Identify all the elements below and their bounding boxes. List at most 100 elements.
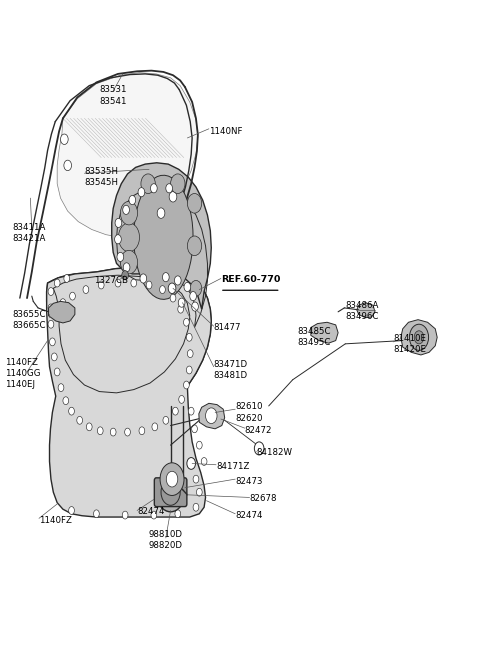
Circle shape xyxy=(117,252,124,261)
Circle shape xyxy=(48,320,54,328)
Circle shape xyxy=(151,511,157,519)
Circle shape xyxy=(139,427,145,435)
Circle shape xyxy=(110,428,116,436)
Circle shape xyxy=(122,511,128,519)
Text: REF.60-770: REF.60-770 xyxy=(221,275,280,284)
Circle shape xyxy=(122,271,129,280)
FancyBboxPatch shape xyxy=(155,478,187,506)
Circle shape xyxy=(254,442,264,455)
Circle shape xyxy=(178,305,183,313)
Text: 83411A
83421A: 83411A 83421A xyxy=(12,223,46,243)
Circle shape xyxy=(186,333,192,341)
Text: 1140NF: 1140NF xyxy=(209,127,242,136)
Circle shape xyxy=(193,503,199,511)
Circle shape xyxy=(414,331,424,344)
Text: 82472: 82472 xyxy=(245,426,272,436)
Text: 81410E
81420E: 81410E 81420E xyxy=(393,334,426,354)
Circle shape xyxy=(170,174,185,193)
Circle shape xyxy=(70,292,75,300)
Text: 1140FZ: 1140FZ xyxy=(39,516,72,525)
Circle shape xyxy=(138,187,145,196)
Polygon shape xyxy=(134,176,193,299)
Polygon shape xyxy=(311,322,338,343)
Text: 84182W: 84182W xyxy=(257,449,293,457)
Text: 1140FZ
1140GG
1140EJ: 1140FZ 1140GG 1140EJ xyxy=(5,358,41,389)
Circle shape xyxy=(161,479,180,505)
Circle shape xyxy=(170,294,176,302)
Text: 82678: 82678 xyxy=(250,495,277,503)
Circle shape xyxy=(60,299,66,307)
Text: 98810D
98820D: 98810D 98820D xyxy=(149,530,183,550)
Text: 82473: 82473 xyxy=(235,477,263,485)
Circle shape xyxy=(115,279,121,287)
Circle shape xyxy=(60,134,68,145)
Circle shape xyxy=(162,272,169,282)
Circle shape xyxy=(169,191,177,202)
Circle shape xyxy=(190,280,202,296)
Text: 83531
83541: 83531 83541 xyxy=(99,85,127,105)
Circle shape xyxy=(196,441,202,449)
Circle shape xyxy=(77,417,83,424)
Circle shape xyxy=(54,279,60,287)
Circle shape xyxy=(159,286,165,293)
Circle shape xyxy=(187,458,195,470)
Circle shape xyxy=(94,510,99,517)
Text: 83471D
83481D: 83471D 83481D xyxy=(214,360,248,380)
Circle shape xyxy=(184,282,191,291)
Polygon shape xyxy=(112,163,211,309)
Circle shape xyxy=(192,425,197,433)
Circle shape xyxy=(192,302,198,311)
Circle shape xyxy=(166,472,178,487)
Circle shape xyxy=(196,488,202,496)
Text: 83535H
83545H: 83535H 83545H xyxy=(84,167,119,187)
Circle shape xyxy=(174,276,181,285)
Text: 82610
82620: 82610 82620 xyxy=(235,402,263,422)
Circle shape xyxy=(186,366,192,374)
Circle shape xyxy=(123,263,130,272)
Circle shape xyxy=(205,408,217,424)
Circle shape xyxy=(175,510,180,517)
Circle shape xyxy=(54,368,60,376)
Circle shape xyxy=(166,183,172,193)
Circle shape xyxy=(115,218,122,227)
Text: 83485C
83495C: 83485C 83495C xyxy=(298,328,331,347)
Text: 82474: 82474 xyxy=(137,508,165,516)
Circle shape xyxy=(51,353,57,361)
Circle shape xyxy=(193,476,199,483)
Circle shape xyxy=(83,286,89,293)
Circle shape xyxy=(49,338,55,346)
Circle shape xyxy=(131,279,137,287)
Polygon shape xyxy=(401,320,437,355)
Text: 82474: 82474 xyxy=(235,511,263,519)
Circle shape xyxy=(157,208,165,218)
Circle shape xyxy=(48,304,54,312)
Circle shape xyxy=(168,283,176,293)
Circle shape xyxy=(152,423,157,431)
Circle shape xyxy=(172,407,178,415)
Circle shape xyxy=(163,417,168,424)
Circle shape xyxy=(178,298,185,307)
Circle shape xyxy=(201,458,207,466)
Polygon shape xyxy=(357,303,375,318)
Circle shape xyxy=(69,407,74,415)
Circle shape xyxy=(188,407,194,415)
Circle shape xyxy=(129,195,136,204)
Polygon shape xyxy=(48,301,75,323)
Circle shape xyxy=(69,506,74,514)
Circle shape xyxy=(64,274,70,282)
Polygon shape xyxy=(199,403,225,429)
Circle shape xyxy=(179,396,184,403)
Text: 84171Z: 84171Z xyxy=(216,462,250,470)
Text: 81477: 81477 xyxy=(214,323,241,332)
Circle shape xyxy=(190,291,196,301)
Circle shape xyxy=(183,318,189,326)
Polygon shape xyxy=(47,267,211,517)
Circle shape xyxy=(187,350,193,358)
Circle shape xyxy=(140,274,147,283)
Circle shape xyxy=(58,384,64,392)
Circle shape xyxy=(187,193,202,213)
Circle shape xyxy=(146,281,152,289)
Circle shape xyxy=(119,223,140,252)
Text: 83655C
83665C: 83655C 83665C xyxy=(12,310,46,329)
Circle shape xyxy=(183,381,189,389)
